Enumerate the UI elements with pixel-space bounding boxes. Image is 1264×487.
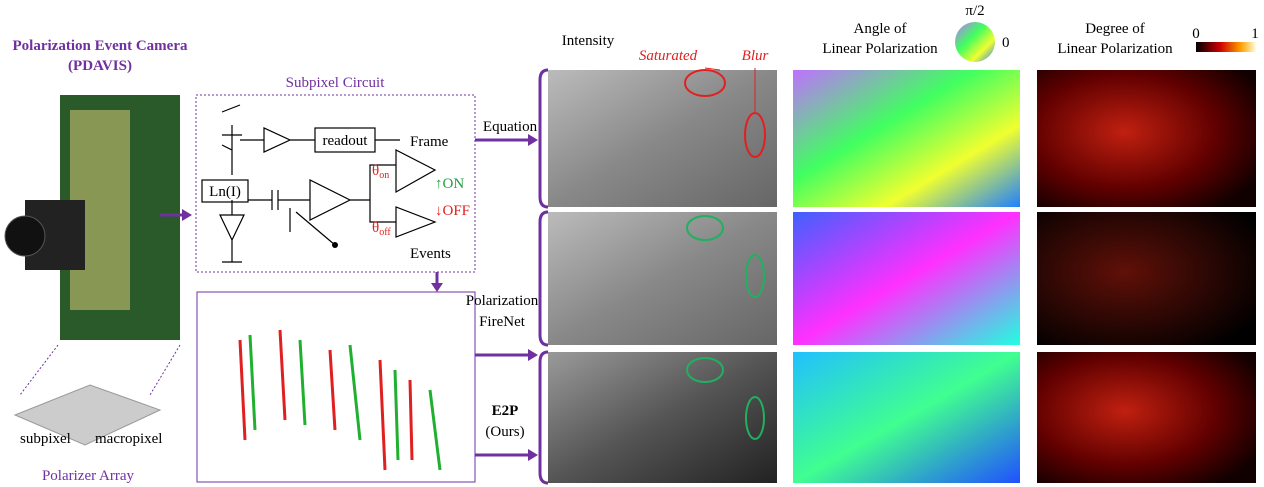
theta: θ [372, 163, 379, 179]
up-arrow: ↑ [435, 176, 443, 192]
subpixel-label: subpixel [20, 431, 71, 447]
arrow-head [431, 283, 443, 292]
circuit-title: Subpixel Circuit [286, 75, 386, 91]
theta-off: θoff [372, 220, 391, 238]
dolp-firenet [1037, 212, 1256, 345]
arrow-head [528, 349, 538, 361]
ours-label: (Ours) [485, 424, 524, 440]
intensity-e2p [548, 352, 777, 483]
colorbar-min: 0 [1192, 26, 1200, 42]
arrow-head [182, 209, 192, 221]
off-label: ↓OFF [435, 203, 470, 219]
camera-subtitle: (PDAVIS) [68, 58, 132, 74]
ln-label: Ln(I) [209, 184, 241, 200]
readout: readout [323, 133, 369, 149]
e2p-label: E2P [492, 403, 519, 419]
brackets [540, 70, 548, 483]
camera-title: Polarization Event Camera [13, 38, 188, 54]
intensity-firenet [548, 212, 777, 345]
array-label: Polarizer Array [42, 468, 135, 484]
dolp-e2p [1037, 352, 1256, 483]
off-sub: off [379, 227, 391, 238]
aolp-e2p [793, 352, 1020, 483]
firenet-label-2: FireNet [479, 314, 526, 330]
aolp-equation [793, 70, 1020, 207]
blur-label: Blur [742, 48, 769, 64]
events-label: Events [410, 246, 451, 262]
theta: θ [372, 220, 379, 236]
dolp-header-1: Degree of [1085, 21, 1145, 37]
wheel-right: 0 [1002, 35, 1010, 51]
arrow-head [528, 449, 538, 461]
intensity-equation [548, 70, 777, 207]
events-image [197, 292, 475, 482]
equation-label: Equation [483, 119, 538, 135]
frame-label: Frame [410, 134, 449, 150]
color-wheel [955, 22, 995, 62]
aolp-header-1: Angle of [854, 21, 907, 37]
theta-on: θon [372, 163, 389, 181]
dolp-equation [1037, 70, 1256, 207]
aolp-header-2: Linear Polarization [822, 41, 938, 57]
dolp-header-2: Linear Polarization [1057, 41, 1173, 57]
page: Polarization Event Camera (PDAVIS) subpi… [0, 0, 1264, 487]
zoom-lines [20, 345, 180, 395]
on-label: ↑ON [435, 176, 464, 192]
firenet-label-1: Polarization [466, 293, 539, 309]
down-arrow: ↓ [435, 203, 443, 219]
macropixel-label: macropixel [95, 431, 162, 447]
colorbar-max: 1 [1251, 26, 1259, 42]
off: OFF [443, 203, 471, 219]
on: ON [443, 176, 465, 192]
wheel-top: π/2 [965, 3, 984, 19]
colorbar [1196, 42, 1256, 52]
arrow-head [528, 134, 538, 146]
on-sub: on [379, 170, 389, 181]
intensity-header: Intensity [562, 33, 615, 49]
saturated-label: Saturated [639, 48, 698, 64]
camera-photo [5, 95, 180, 340]
figure: Polarization Event Camera (PDAVIS) subpi… [0, 0, 1264, 487]
aolp-firenet [793, 212, 1020, 345]
